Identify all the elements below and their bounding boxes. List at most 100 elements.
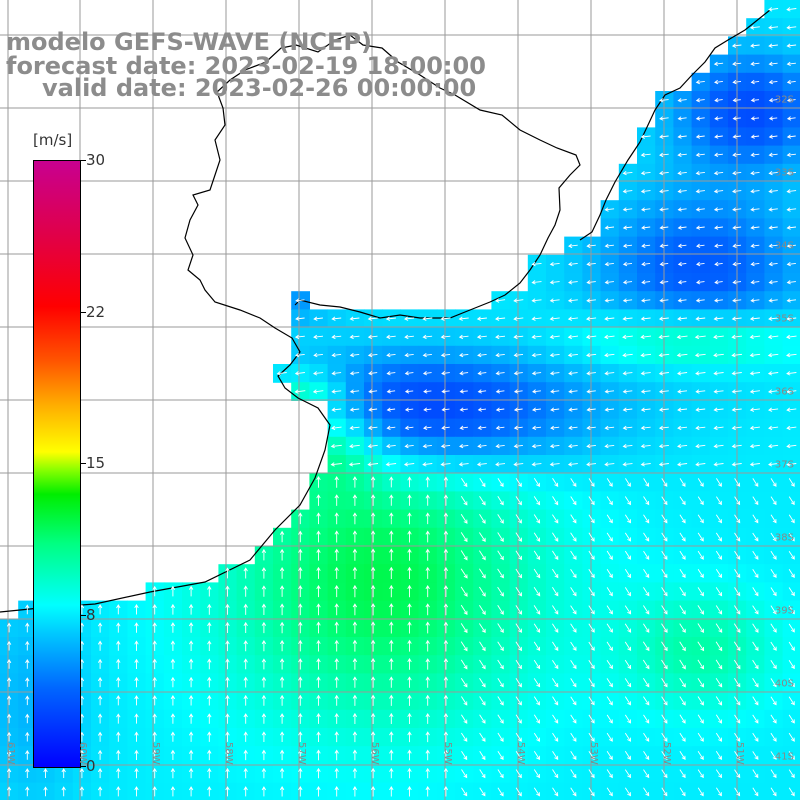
- wind-arrow: [295, 316, 305, 321]
- wind-cell: [782, 746, 800, 765]
- wind-arrow: [750, 280, 760, 285]
- wind-arrow: [188, 585, 194, 597]
- wind-arrow: [606, 787, 613, 797]
- wind-arrow: [460, 659, 468, 670]
- wind-arrow: [316, 749, 321, 761]
- wind-arrow: [768, 7, 779, 12]
- wind-arrow: [606, 496, 613, 506]
- wind-arrow: [316, 603, 321, 616]
- wind-arrow: [298, 786, 303, 797]
- wind-arrow: [443, 476, 449, 488]
- wind-arrow: [585, 334, 597, 340]
- wind-arrow: [279, 621, 285, 634]
- wind-arrow: [422, 352, 432, 358]
- wind-arrow: [515, 659, 522, 670]
- wind-arrow: [588, 732, 595, 742]
- wind-arrow: [568, 425, 578, 431]
- wind-arrow: [679, 496, 686, 506]
- wind-arrow: [116, 640, 121, 651]
- wind-arrow: [788, 587, 795, 597]
- wind-arrow: [331, 334, 342, 340]
- wind-arrow: [207, 603, 212, 615]
- wind-arrow: [331, 407, 342, 412]
- wind-arrow: [659, 116, 669, 121]
- wind-arrow: [733, 659, 741, 670]
- wind-arrow: [734, 605, 741, 615]
- wind-arrow: [134, 604, 139, 615]
- wind-arrow: [676, 334, 688, 340]
- wind-arrow: [694, 334, 706, 340]
- wind-arrow: [677, 225, 687, 230]
- wind-arrow: [97, 749, 103, 760]
- wind-arrow: [134, 640, 139, 651]
- wind-arrow: [788, 496, 795, 506]
- wind-arrow: [152, 695, 157, 706]
- wind-arrow: [515, 751, 522, 761]
- wind-arrow: [767, 334, 779, 340]
- wind-arrow: [622, 225, 633, 230]
- wind-arrow: [786, 352, 797, 358]
- wind-arrow: [643, 787, 650, 797]
- wind-arrow: [25, 731, 30, 742]
- wind-cell: [473, 782, 492, 800]
- longitude-label: 56W: [369, 742, 380, 765]
- wind-arrow: [770, 587, 777, 597]
- wind-arrow: [770, 478, 777, 487]
- wind-arrow: [425, 713, 430, 724]
- wind-arrow: [658, 407, 669, 412]
- coastline-north-path: [579, 9, 771, 241]
- latitude-label: 32S: [774, 94, 794, 106]
- wind-arrow: [716, 478, 722, 487]
- wind-arrow: [549, 334, 560, 340]
- wind-arrow: [513, 334, 524, 340]
- wind-arrow: [316, 639, 321, 652]
- wind-arrow: [515, 641, 522, 652]
- wind-arrow: [715, 587, 723, 597]
- wind-arrow: [443, 767, 449, 779]
- wind-arrow: [606, 751, 613, 761]
- wind-arrow: [788, 641, 795, 651]
- wind-arrow: [425, 749, 430, 761]
- wind-arrow: [586, 443, 596, 449]
- wind-arrow: [225, 749, 230, 761]
- wind-cell: [782, 491, 800, 511]
- wind-arrow: [460, 495, 468, 506]
- wind-arrow: [786, 298, 797, 303]
- wind-arrow: [495, 298, 506, 303]
- wind-arrow: [225, 676, 230, 688]
- wind-arrow: [786, 334, 797, 340]
- wind-arrow: [207, 585, 212, 597]
- wind-arrow: [188, 640, 194, 651]
- wind-arrow: [225, 694, 230, 706]
- wind-arrow: [330, 444, 342, 449]
- wind-arrow: [768, 261, 778, 267]
- wind-arrow: [677, 407, 688, 412]
- wind-arrow: [170, 603, 176, 615]
- wind-arrow: [389, 530, 394, 543]
- wind-arrow: [25, 659, 30, 669]
- wind-arrow: [570, 550, 577, 560]
- wind-arrow: [370, 548, 376, 561]
- wind-arrow: [6, 695, 12, 706]
- wind-arrow: [459, 371, 469, 376]
- wind-arrow: [513, 371, 523, 376]
- wind-arrow: [515, 732, 522, 742]
- wind-arrow: [586, 261, 596, 267]
- wind-arrow: [570, 659, 577, 670]
- wind-arrow: [624, 769, 631, 779]
- wind-arrow: [352, 749, 358, 761]
- wind-arrow: [606, 532, 613, 542]
- wind-arrow: [768, 425, 779, 431]
- wind-arrow: [443, 731, 449, 742]
- wind-arrow: [734, 678, 741, 688]
- wind-cell: [782, 709, 800, 729]
- colorbar-tick-label: 30: [86, 151, 106, 169]
- wind-arrow: [750, 61, 760, 67]
- wind-arrow: [550, 389, 560, 394]
- wind-arrow: [460, 677, 468, 688]
- wind-arrow: [349, 407, 360, 412]
- wind-arrow: [207, 640, 212, 651]
- wind-arrow: [352, 731, 358, 743]
- wind-arrow: [697, 641, 705, 652]
